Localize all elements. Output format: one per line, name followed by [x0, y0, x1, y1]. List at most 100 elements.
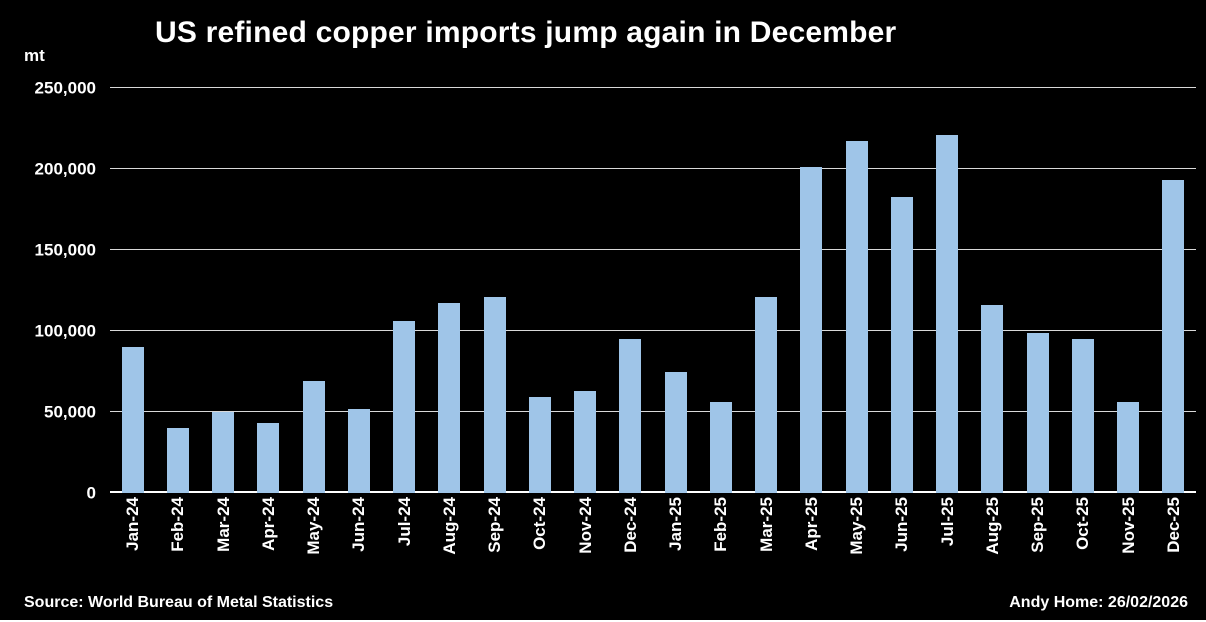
x-tick-label: Oct-25 — [1073, 497, 1093, 550]
x-tick-label: Dec-25 — [1163, 497, 1183, 553]
chart-title: US refined copper imports jump again in … — [155, 16, 897, 49]
bar-Nov-24 — [574, 390, 597, 493]
x-tick-label: Nov-24 — [575, 497, 595, 554]
x-tick-slot: Aug-24 — [427, 497, 472, 593]
x-tick-label: Apr-25 — [801, 497, 821, 551]
x-tick-slot: Nov-25 — [1106, 497, 1151, 593]
x-tick-slot: Mar-25 — [744, 497, 789, 593]
x-tick-label: Jun-25 — [892, 497, 912, 552]
bar-slot — [382, 88, 427, 493]
bar-May-25 — [845, 141, 868, 493]
x-tick-slot: May-24 — [291, 497, 336, 593]
bar-Apr-24 — [257, 423, 280, 493]
bar-Jul-25 — [936, 134, 959, 493]
bar-Aug-25 — [981, 305, 1004, 493]
bar-slot — [1015, 88, 1060, 493]
bar-slot — [291, 88, 336, 493]
bar-Jun-25 — [890, 196, 913, 493]
x-tick-label: May-24 — [304, 497, 324, 555]
bar-slot — [789, 88, 834, 493]
bar-Feb-24 — [166, 428, 189, 493]
bar-slot — [879, 88, 924, 493]
x-tick-label: Feb-25 — [711, 497, 731, 552]
x-tick-slot: Jun-24 — [336, 497, 381, 593]
x-tick-slot: Oct-25 — [1060, 497, 1105, 593]
bar-slot — [834, 88, 879, 493]
credit-text: Andy Home: 26/02/2026 — [1009, 594, 1188, 611]
bottom-divider — [0, 620, 1206, 622]
bar-Sep-24 — [483, 296, 506, 493]
x-tick-slot: Feb-24 — [155, 497, 200, 593]
bar-slot — [563, 88, 608, 493]
bar-slot — [1060, 88, 1105, 493]
bar-Feb-25 — [709, 402, 732, 493]
x-tick-label: Jan-24 — [123, 497, 143, 551]
bar-Dec-25 — [1162, 180, 1185, 493]
y-axis-labels: 0 50,000 100,000 150,000 200,000 250,000 — [0, 80, 96, 502]
x-tick-slot: Oct-24 — [517, 497, 562, 593]
source-text: Source: World Bureau of Metal Statistics — [24, 594, 334, 611]
bar-slot — [1106, 88, 1151, 493]
x-tick-slot: Jan-25 — [653, 497, 698, 593]
x-tick-slot: Dec-25 — [1151, 497, 1196, 593]
bar-May-24 — [302, 381, 325, 493]
y-tick-label: 0 — [86, 483, 96, 503]
x-tick-label: Jul-25 — [937, 497, 957, 547]
x-tick-label: Feb-24 — [168, 497, 188, 552]
bar-slot — [201, 88, 246, 493]
x-tick-label: Mar-24 — [213, 497, 233, 552]
gridline — [110, 168, 1196, 169]
x-tick-label: Aug-25 — [982, 497, 1002, 555]
x-tick-label: Apr-24 — [258, 497, 278, 551]
bar-Jul-24 — [393, 321, 416, 493]
gridline — [110, 249, 1196, 250]
x-tick-label: Aug-24 — [439, 497, 459, 555]
bar-slot — [246, 88, 291, 493]
x-tick-label: Jan-25 — [666, 497, 686, 551]
bar-slot — [517, 88, 562, 493]
x-tick-label: Oct-24 — [530, 497, 550, 550]
x-axis-labels: Jan-24 Feb-24 Mar-24 Apr-24 May-24 Jun-24 Jul-… — [110, 497, 1196, 593]
x-tick-label: Mar-25 — [756, 497, 776, 552]
bar-slot — [427, 88, 472, 493]
bar-Oct-25 — [1071, 339, 1094, 493]
bar-Dec-24 — [619, 339, 642, 493]
bar-Jan-25 — [664, 371, 687, 493]
x-tick-slot: Jul-24 — [382, 497, 427, 593]
bar-Mar-25 — [755, 296, 778, 493]
bar-Aug-24 — [438, 303, 461, 493]
x-tick-label: Sep-24 — [485, 497, 505, 553]
x-tick-slot: Nov-24 — [563, 497, 608, 593]
x-tick-label: Jul-24 — [394, 497, 414, 547]
y-tick-label: 100,000 — [34, 321, 96, 341]
x-tick-slot: Sep-24 — [472, 497, 517, 593]
x-tick-slot: Aug-25 — [970, 497, 1015, 593]
x-tick-slot: Feb-25 — [698, 497, 743, 593]
bar-Jan-24 — [121, 347, 144, 493]
gridline — [110, 87, 1196, 88]
bar-slot — [336, 88, 381, 493]
bar-slot — [970, 88, 1015, 493]
bar-slot — [744, 88, 789, 493]
bar-slot — [1151, 88, 1196, 493]
gridline — [110, 330, 1196, 331]
x-tick-label: Nov-25 — [1118, 497, 1138, 554]
y-tick-label: 150,000 — [34, 240, 96, 260]
y-tick-label: 50,000 — [44, 402, 96, 422]
x-tick-slot: Apr-24 — [246, 497, 291, 593]
x-tick-slot: Mar-24 — [201, 497, 246, 593]
bar-Mar-24 — [212, 412, 235, 493]
bar-slot — [472, 88, 517, 493]
x-tick-label: Dec-24 — [620, 497, 640, 553]
x-tick-slot: Jun-25 — [879, 497, 924, 593]
bars — [110, 88, 1196, 493]
gridlines — [110, 87, 1196, 493]
x-tick-slot: Jan-24 — [110, 497, 155, 593]
bar-Nov-25 — [1117, 402, 1140, 493]
bar-Jun-24 — [347, 408, 370, 493]
plot-area — [110, 87, 1196, 493]
bar-slot — [653, 88, 698, 493]
x-tick-label: May-25 — [847, 497, 867, 555]
bar-slot — [925, 88, 970, 493]
